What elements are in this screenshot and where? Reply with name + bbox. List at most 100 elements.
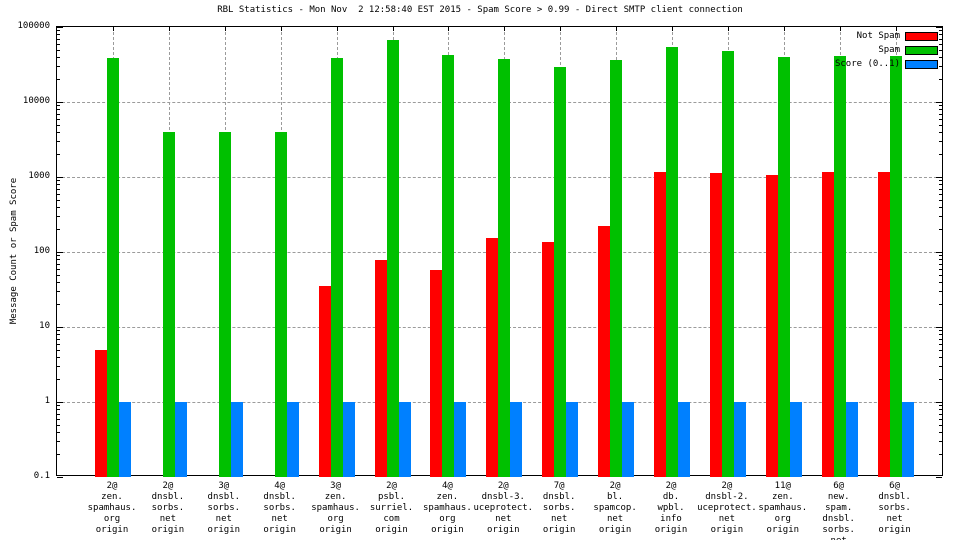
- y-minor-tick: [939, 356, 942, 358]
- bar-not-spam: [486, 237, 499, 477]
- y-minor-tick: [939, 268, 942, 270]
- bar-score: [174, 402, 187, 477]
- y-minor-tick: [939, 109, 942, 111]
- y-minor-tick: [939, 180, 942, 182]
- legend-label: Spam: [878, 45, 900, 55]
- x-axis-label-line: net: [886, 514, 903, 524]
- y-axis-tick-label: 0.1: [33, 471, 50, 481]
- y-minor-tick: [939, 343, 942, 345]
- y-major-tick: [936, 327, 942, 328]
- y-minor-tick: [57, 188, 60, 190]
- bar-spam: [833, 56, 846, 477]
- y-axis-tick-label: 100000: [17, 21, 50, 31]
- x-axis-label-line: origin: [95, 525, 129, 535]
- y-minor-tick: [939, 193, 942, 195]
- x-axis-label-line: surriel.: [369, 503, 414, 513]
- bar-not-spam: [598, 226, 611, 477]
- y-major-tick: [936, 102, 942, 103]
- y-minor-tick: [57, 113, 60, 115]
- y-minor-tick: [57, 409, 60, 411]
- y-minor-tick: [939, 349, 942, 351]
- x-axis-label-line: origin: [654, 525, 688, 535]
- x-axis-label-line: wpbl.: [657, 503, 685, 513]
- x-axis-label-line: org: [103, 514, 121, 524]
- legend-item: Spam: [835, 43, 938, 57]
- x-tick: [168, 27, 170, 31]
- bar-score: [342, 402, 355, 477]
- y-minor-tick: [57, 431, 60, 433]
- y-minor-tick: [57, 255, 60, 257]
- x-axis-category-label: 3@ zen. spamhaus. org origin: [304, 481, 368, 536]
- x-axis-label-line: origin: [263, 525, 296, 535]
- y-minor-tick: [939, 49, 942, 51]
- y-major-tick: [936, 27, 942, 28]
- plot-area: Not Spam Spam Score (0..1): [56, 26, 943, 478]
- x-axis-label-line: origin: [710, 525, 744, 535]
- y-minor-tick: [939, 304, 942, 306]
- y-minor-tick: [939, 281, 942, 283]
- legend-label: Not Spam: [856, 31, 900, 41]
- bar-spam: [498, 59, 511, 477]
- y-minor-tick: [939, 274, 942, 276]
- bar-not-spam: [821, 172, 834, 477]
- x-axis-label-line: net: [215, 514, 232, 524]
- x-axis-label-line: zen.: [324, 492, 347, 502]
- y-major-tick: [936, 177, 942, 178]
- x-tick: [839, 27, 841, 31]
- y-minor-tick: [939, 113, 942, 115]
- y-minor-tick: [57, 366, 60, 368]
- legend: Not Spam Spam Score (0..1): [835, 29, 938, 71]
- x-axis-label-line: 2@: [386, 481, 397, 491]
- y-minor-tick: [939, 291, 942, 293]
- bar-not-spam: [877, 172, 890, 477]
- y-minor-tick: [57, 66, 60, 68]
- bar-score: [901, 402, 914, 477]
- y-minor-tick: [939, 124, 942, 126]
- y-minor-tick: [939, 454, 942, 456]
- y-major-tick: [57, 252, 63, 253]
- y-major-tick: [936, 402, 942, 403]
- y-minor-tick: [57, 38, 60, 40]
- bar-score: [622, 402, 635, 477]
- bar-spam: [218, 131, 231, 477]
- x-axis-label-line: spamhaus.: [423, 503, 472, 513]
- bar-spam: [889, 56, 902, 477]
- x-axis-label-line: zen.: [771, 492, 794, 502]
- bar-spam: [330, 57, 343, 477]
- x-axis-category-label: 2@ bl. spamcop. net origin: [583, 481, 647, 536]
- x-axis-label-line: psbl.: [377, 492, 406, 502]
- y-minor-tick: [57, 263, 60, 265]
- y-minor-tick: [57, 79, 60, 81]
- x-tick: [672, 27, 673, 31]
- x-axis-label-line: org: [774, 514, 791, 524]
- legend-item: Not Spam: [835, 29, 938, 43]
- bar-not-spam: [654, 172, 666, 477]
- x-axis-category-label: 2@ zen. spamhaus. org origin: [80, 481, 144, 536]
- bar-not-spam: [430, 270, 443, 477]
- bar-not-spam: [95, 349, 107, 477]
- y-major-tick: [936, 252, 942, 253]
- x-axis-label-line: origin: [151, 525, 185, 535]
- y-minor-tick: [939, 188, 942, 190]
- x-axis-label-line: net: [718, 514, 736, 524]
- y-minor-tick: [57, 193, 60, 195]
- y-minor-tick: [939, 79, 942, 81]
- x-axis-label-line: 4@: [274, 481, 286, 491]
- x-axis-category-label: 2@ psbl. surriel. com origin: [360, 481, 424, 536]
- bar-score: [398, 402, 411, 477]
- x-axis-label-line: zen.: [101, 492, 123, 502]
- legend-swatch: [905, 45, 938, 55]
- y-minor-tick: [57, 154, 60, 156]
- x-axis-label-line: 7@: [553, 481, 565, 491]
- x-axis-label-line: db.: [662, 492, 680, 502]
- y-minor-tick: [57, 34, 60, 36]
- x-axis-category-label: 2@ dnsbl-3. uceprotect. net origin: [471, 481, 535, 536]
- legend-swatch: [905, 59, 938, 69]
- y-minor-tick: [939, 338, 942, 340]
- x-axis-label-line: sorbs.: [542, 503, 576, 513]
- x-axis-label-line: 6@: [833, 481, 845, 491]
- y-minor-tick: [57, 141, 60, 143]
- bar-not-spam: [542, 242, 555, 477]
- x-axis-label-line: 6@: [889, 481, 901, 491]
- x-axis-label-line: dnsbl-2.: [705, 492, 749, 502]
